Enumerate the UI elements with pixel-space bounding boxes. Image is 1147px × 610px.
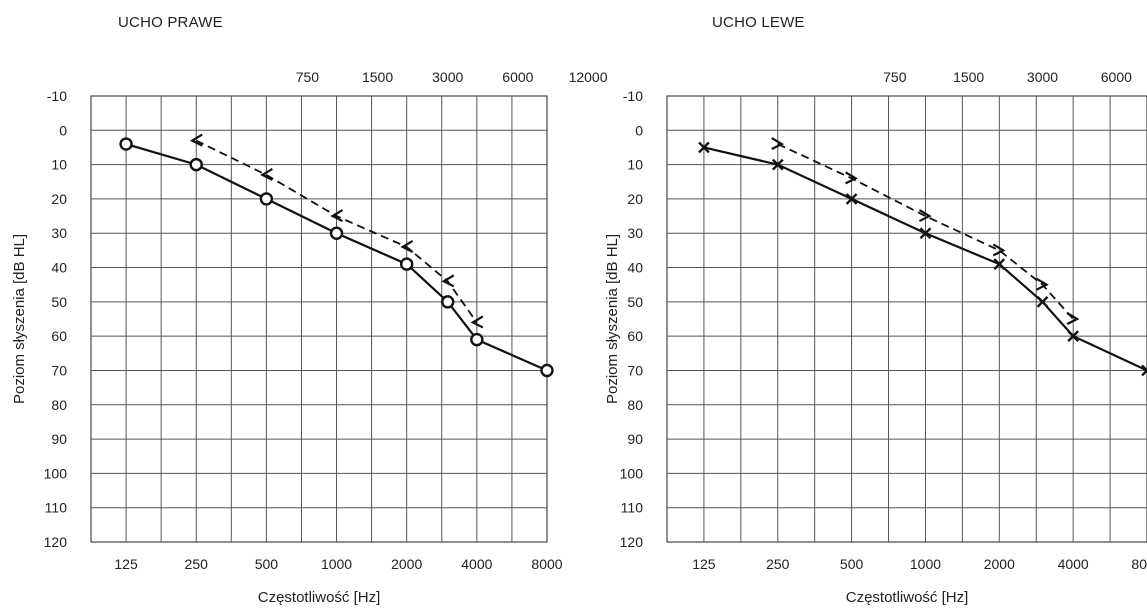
- right-ear-y-tick-label: 30: [51, 225, 67, 241]
- right-ear-y-tick-label: 50: [51, 294, 67, 310]
- left-ear-y-tick-label: 10: [627, 157, 643, 173]
- right-ear-y-tick-label: 10: [51, 157, 67, 173]
- right-ear-air-marker: [470, 332, 484, 347]
- left-ear-y-axis-label: Poziom słyszenia [dB HL]: [604, 234, 621, 404]
- right-ear-bone-marker: [260, 167, 273, 181]
- left-ear-bone-marker: [992, 243, 1006, 257]
- left-ear-x-tick-label: 8000: [1131, 556, 1147, 572]
- left-ear-y-tick-label: 90: [627, 431, 643, 447]
- right-ear-y-tick-label: 40: [51, 260, 67, 276]
- left-ear-air-marker: [698, 141, 710, 154]
- right-ear-x-tick-label: 8000: [531, 556, 562, 572]
- left-ear-y-tick-label: 60: [627, 328, 643, 344]
- right-ear-y-tick-label: 70: [51, 362, 67, 378]
- left-ear-bone-marker: [845, 171, 858, 185]
- left-ear-air-line: [703, 146, 1147, 372]
- right-ear-air-marker: [119, 137, 133, 151]
- left-ear-y-tick-label: 0: [635, 122, 643, 138]
- right-ear-bone-marker: [470, 315, 484, 329]
- left-ear-air-marker: [993, 258, 1006, 270]
- right-ear-x-tick-label: 125: [114, 556, 138, 572]
- right-ear-air-marker: [189, 157, 203, 172]
- right-ear-x-top-tick-label: 12000: [569, 69, 608, 85]
- left-ear-y-tick-label: -10: [623, 88, 643, 104]
- left-ear-y-tick-label: 100: [620, 465, 644, 481]
- left-ear-x-top-tick-label: 1500: [953, 69, 984, 85]
- left-ear-y-tick-label: 20: [627, 191, 643, 207]
- left-ear-x-tick-label: 2000: [984, 556, 1015, 572]
- left-ear-y-tick-label: 30: [627, 225, 643, 241]
- right-ear-y-tick-label: 110: [45, 500, 68, 516]
- right-ear-y-tick-label: 90: [51, 431, 67, 447]
- right-ear-x-tick-label: 1000: [321, 556, 352, 572]
- left-ear-x-tick-label: 1000: [910, 556, 941, 572]
- right-ear-y-tick-label: 60: [51, 328, 67, 344]
- left-ear-bone-marker: [918, 209, 932, 223]
- right-ear-y-tick-label: 0: [59, 122, 67, 138]
- left-ear-x-tick-label: 4000: [1058, 556, 1089, 572]
- right-ear-air-marker: [399, 257, 414, 271]
- left-ear-x-top-tick-label: 750: [883, 69, 907, 85]
- right-ear-bone-marker: [441, 274, 455, 288]
- left-ear-x-axis-label: Częstotliwość [Hz]: [846, 589, 969, 606]
- left-ear-x-top-tick-label: 3000: [1027, 69, 1058, 85]
- left-ear-air-marker: [1036, 295, 1049, 308]
- right-ear-air-marker: [259, 192, 274, 206]
- right-ear-x-tick-label: 250: [185, 556, 209, 572]
- left-ear-x-tick-label: 125: [692, 556, 716, 572]
- right-ear-x-top-tick-label: 750: [296, 69, 320, 85]
- right-ear-x-top-tick-label: 3000: [432, 69, 463, 85]
- left-ear-bone-line: [777, 143, 1074, 320]
- right-ear-air-line: [125, 142, 548, 372]
- left-ear-air-marker: [1141, 364, 1147, 377]
- left-ear-bone-marker: [1066, 312, 1080, 325]
- left-ear-title: UCHO LEWE: [712, 14, 805, 31]
- right-ear-y-tick-label: 80: [51, 397, 67, 413]
- right-ear-plot-frame: [90, 95, 548, 543]
- right-ear-air-marker: [329, 226, 344, 240]
- right-ear-y-tick-label: -10: [47, 88, 67, 104]
- right-ear-plot: -10 0 10 20 30 40 50 60 70 80 90 100 110 120 125 250 500…: [11, 69, 608, 606]
- right-ear-x-top-tick-label: 6000: [502, 69, 533, 85]
- left-ear-x-tick-label: 250: [766, 556, 790, 572]
- left-ear-plot-frame: [666, 95, 1147, 543]
- left-ear-air-marker: [845, 193, 858, 205]
- left-ear-bone-marker: [1035, 277, 1049, 291]
- left-ear-plot: -10 0 10 20 30 40 50 60 70 80 90 100 110 120 125 250 500…: [604, 69, 1147, 606]
- right-ear-bone-line: [195, 139, 478, 323]
- left-ear-bone-marker: [771, 137, 785, 151]
- left-ear-y-tick-label: 110: [621, 500, 644, 516]
- right-ear-air-marker: [540, 363, 554, 378]
- right-ear-x-tick-label: 2000: [391, 556, 422, 572]
- right-ear-title: UCHO PRAWE: [118, 14, 223, 31]
- left-ear-y-tick-label: 70: [627, 362, 643, 378]
- right-ear-air-marker: [441, 295, 455, 309]
- right-ear-y-tick-label: 20: [51, 191, 67, 207]
- right-ear-x-tick-label: 4000: [461, 556, 492, 572]
- left-ear-x-top-tick-label: 6000: [1101, 69, 1132, 85]
- right-ear-bone-marker: [400, 240, 414, 253]
- right-ear-x-top-tick-label: 1500: [362, 69, 393, 85]
- right-ear-y-axis-label: Poziom słyszenia [dB HL]: [11, 234, 28, 404]
- left-ear-y-tick-label: 80: [627, 397, 643, 413]
- left-ear-y-tick-label: 120: [620, 534, 644, 550]
- left-ear-y-tick-label: 50: [627, 294, 643, 310]
- right-ear-bone-marker: [330, 209, 344, 223]
- right-ear-y-tick-label: 100: [44, 465, 68, 481]
- right-ear-bone-marker: [189, 133, 203, 147]
- left-ear-air-marker: [919, 227, 932, 240]
- left-ear-air-marker: [1067, 330, 1079, 343]
- right-ear-x-axis-label: Częstotliwość [Hz]: [258, 589, 381, 606]
- left-ear-y-tick-label: 40: [627, 260, 643, 276]
- right-ear-y-tick-label: 120: [44, 534, 68, 550]
- left-ear-air-marker: [771, 158, 784, 171]
- left-ear-x-tick-label: 500: [840, 556, 864, 572]
- right-ear-x-tick-label: 500: [255, 556, 279, 572]
